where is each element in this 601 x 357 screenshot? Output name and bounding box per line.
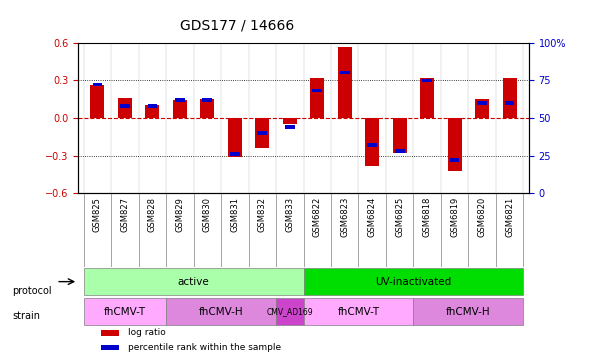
Bar bbox=[120, 104, 130, 107]
Bar bbox=[257, 131, 267, 135]
Text: log ratio: log ratio bbox=[128, 328, 165, 337]
Text: GSM827: GSM827 bbox=[120, 197, 129, 232]
Text: active: active bbox=[178, 277, 209, 287]
Text: GSM6820: GSM6820 bbox=[478, 197, 487, 237]
Bar bbox=[203, 99, 212, 101]
Text: GSM6821: GSM6821 bbox=[505, 197, 514, 237]
Bar bbox=[101, 345, 119, 350]
Bar bbox=[91, 85, 104, 118]
Bar bbox=[173, 100, 187, 118]
Text: GSM6819: GSM6819 bbox=[450, 197, 459, 237]
Bar bbox=[365, 118, 379, 166]
Text: GSM829: GSM829 bbox=[175, 197, 185, 232]
Text: GSM832: GSM832 bbox=[258, 197, 267, 232]
Text: GSM6822: GSM6822 bbox=[313, 197, 322, 237]
Text: GSM825: GSM825 bbox=[93, 197, 102, 232]
Text: GSM831: GSM831 bbox=[230, 197, 239, 232]
Bar bbox=[313, 89, 322, 92]
Text: GSM6823: GSM6823 bbox=[340, 197, 349, 237]
Text: fhCMV-T: fhCMV-T bbox=[337, 307, 380, 317]
Text: GSM833: GSM833 bbox=[285, 197, 294, 232]
Bar bbox=[505, 101, 514, 105]
Text: fhCMV-H: fhCMV-H bbox=[446, 307, 491, 317]
Bar bbox=[230, 152, 240, 156]
Bar bbox=[228, 118, 242, 157]
Bar bbox=[201, 99, 214, 118]
Text: GSM6825: GSM6825 bbox=[395, 197, 404, 237]
Bar bbox=[450, 159, 460, 162]
Bar bbox=[145, 105, 159, 118]
Text: GSM828: GSM828 bbox=[148, 197, 157, 232]
Bar bbox=[423, 79, 432, 82]
Text: GDS177 / 14666: GDS177 / 14666 bbox=[180, 18, 294, 32]
Text: CMV_AD169: CMV_AD169 bbox=[266, 307, 313, 316]
Bar bbox=[147, 104, 157, 107]
Bar bbox=[477, 101, 487, 105]
Bar bbox=[367, 144, 377, 147]
Text: fhCMV-T: fhCMV-T bbox=[104, 307, 146, 317]
Bar bbox=[255, 118, 269, 148]
FancyBboxPatch shape bbox=[413, 298, 523, 325]
Text: protocol: protocol bbox=[12, 286, 52, 296]
Text: UV-inactivated: UV-inactivated bbox=[375, 277, 451, 287]
Bar bbox=[420, 78, 434, 118]
Text: GSM6824: GSM6824 bbox=[368, 197, 377, 237]
Bar bbox=[118, 98, 132, 118]
Bar bbox=[395, 150, 404, 152]
Bar bbox=[503, 78, 516, 118]
Bar bbox=[285, 125, 294, 129]
Bar bbox=[310, 78, 324, 118]
Bar bbox=[393, 118, 406, 153]
Text: fhCMV-H: fhCMV-H bbox=[199, 307, 243, 317]
Bar bbox=[448, 118, 462, 171]
FancyBboxPatch shape bbox=[276, 298, 304, 325]
FancyBboxPatch shape bbox=[166, 298, 276, 325]
Text: strain: strain bbox=[12, 311, 40, 321]
Bar bbox=[340, 71, 350, 75]
Text: GSM830: GSM830 bbox=[203, 197, 212, 232]
Bar bbox=[283, 118, 297, 124]
Bar bbox=[338, 47, 352, 118]
FancyBboxPatch shape bbox=[84, 268, 304, 295]
Bar bbox=[101, 330, 119, 336]
Bar bbox=[93, 83, 102, 86]
FancyBboxPatch shape bbox=[84, 298, 166, 325]
Bar bbox=[175, 99, 185, 101]
FancyBboxPatch shape bbox=[304, 298, 413, 325]
Bar bbox=[475, 99, 489, 118]
Text: GSM6818: GSM6818 bbox=[423, 197, 432, 237]
FancyBboxPatch shape bbox=[304, 268, 523, 295]
Text: percentile rank within the sample: percentile rank within the sample bbox=[128, 343, 281, 352]
